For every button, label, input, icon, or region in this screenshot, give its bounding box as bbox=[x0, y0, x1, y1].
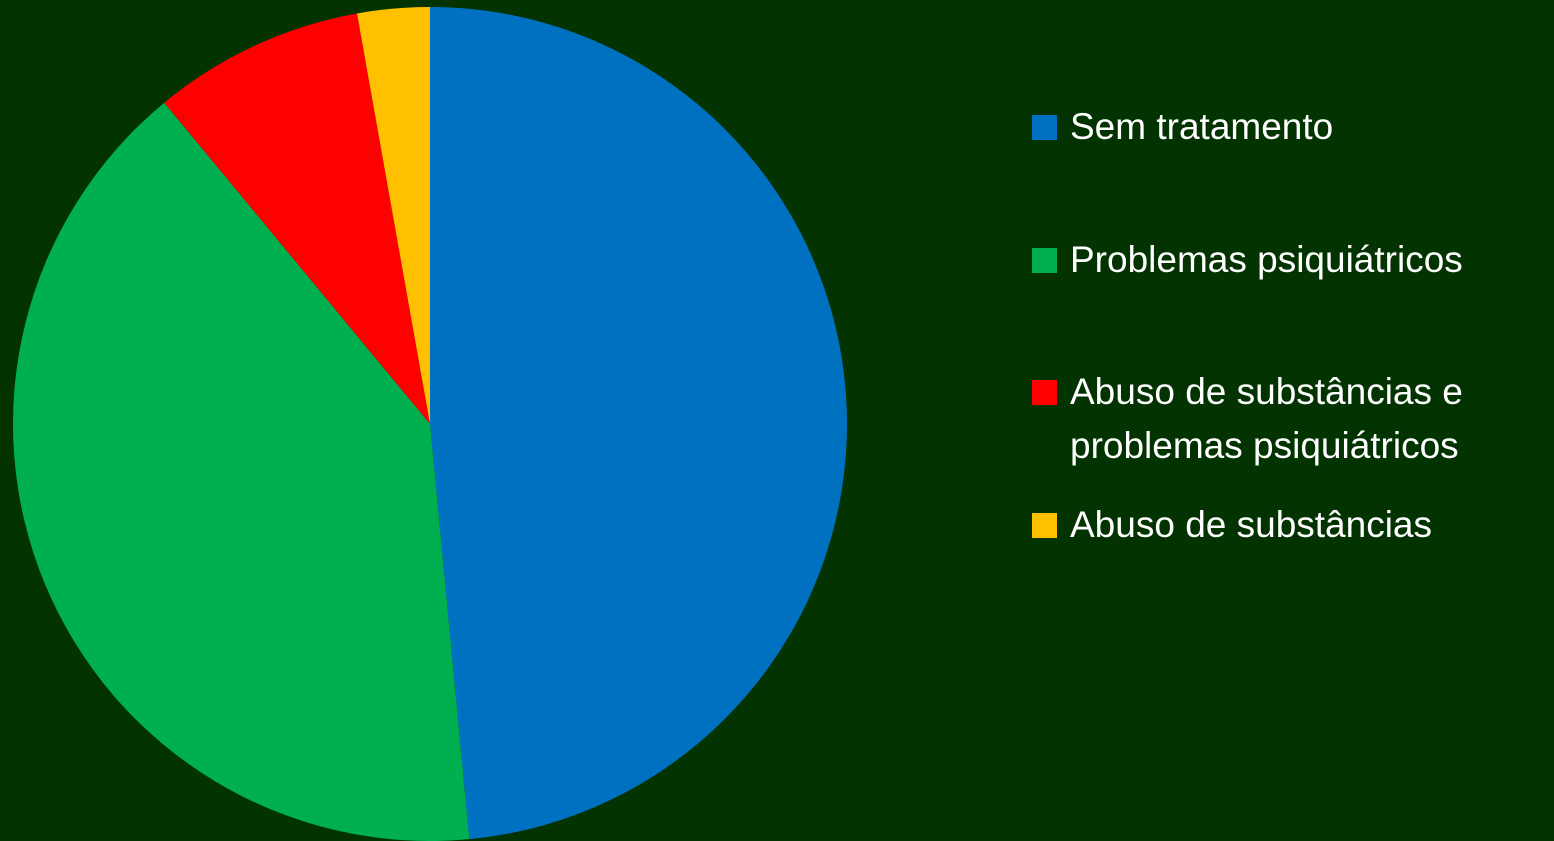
pie-slice-sem-tratamento bbox=[430, 7, 848, 840]
legend-swatch-sem-tratamento bbox=[1032, 115, 1057, 140]
legend-label-problemas-psiquiatricos: Problemas psiquiátricos bbox=[1070, 239, 1463, 280]
legend-swatch-problemas-psiquiatricos bbox=[1032, 248, 1057, 273]
pie-slice-abuso-e-problemas bbox=[164, 13, 430, 424]
legend-label-abuso-de-substancias: Abuso de substâncias bbox=[1070, 504, 1433, 545]
pie-slice-abuso-de-substancias bbox=[357, 7, 430, 424]
pie-slice-problemas-psiquiatricos bbox=[13, 102, 470, 841]
legend-label-sem-tratamento: Sem tratamento bbox=[1070, 106, 1334, 147]
pie-chart bbox=[13, 7, 848, 841]
legend-swatch-abuso-de-substancias bbox=[1032, 513, 1057, 538]
legend-label-abuso-e-problemas: Abuso de substâncias e problemas psiquiá… bbox=[1070, 371, 1463, 466]
legend-swatch-abuso-e-problemas bbox=[1032, 380, 1057, 405]
